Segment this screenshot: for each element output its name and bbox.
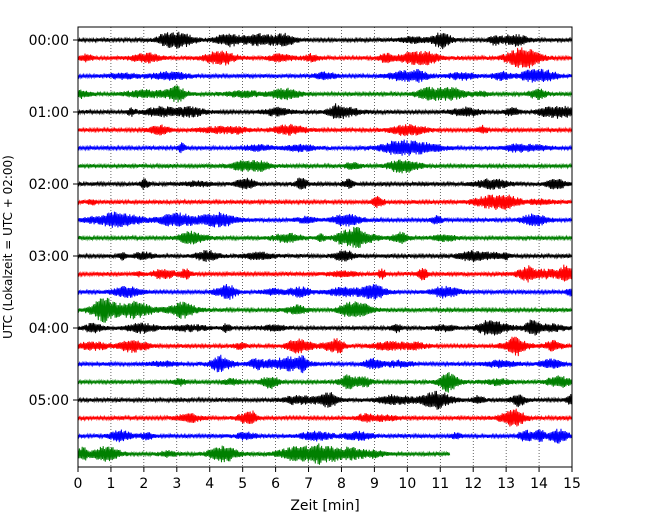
plot-frame — [77, 26, 573, 468]
y-axis-ticks: 00:00 01:00 02:00 03:00 04:00 05:00 — [29, 33, 78, 409]
trace-0130 — [77, 139, 572, 156]
x-tick-label: 12 — [464, 476, 482, 492]
trace-0100 — [77, 103, 572, 120]
y-tick-label: 02:00 — [29, 177, 69, 193]
trace-0200 — [77, 177, 572, 190]
trace-0115 — [77, 123, 572, 137]
trace-0430 — [77, 354, 572, 374]
x-tick-label: 11 — [431, 476, 449, 492]
x-tick-label: 6 — [271, 476, 280, 492]
y-tick-label: 05:00 — [29, 393, 69, 409]
y-tick-label: 04:00 — [29, 321, 69, 337]
seismic-traces — [77, 31, 572, 465]
x-tick-label: 7 — [304, 476, 313, 492]
x-axis-label: Zeit [min] — [290, 498, 359, 514]
x-tick-label: 15 — [563, 476, 581, 492]
trace-0045 — [77, 85, 572, 103]
trace-0215 — [77, 194, 572, 211]
x-tick-label: 2 — [139, 476, 148, 492]
trace-0300 — [77, 249, 572, 263]
x-tick-label: 13 — [497, 476, 515, 492]
trace-0230 — [77, 211, 572, 228]
trace-0415 — [77, 336, 572, 357]
trace-0530 — [77, 428, 572, 444]
grid-lines — [110, 27, 540, 467]
x-axis-ticks: 0 1 2 3 4 5 6 7 8 9 10 11 12 13 14 15 — [74, 467, 581, 492]
x-tick-label: 10 — [398, 476, 416, 492]
x-tick-label: 8 — [337, 476, 346, 492]
trace-0245 — [77, 226, 572, 249]
x-tick-label: 3 — [172, 476, 181, 492]
y-tick-label: 00:00 — [29, 33, 69, 49]
trace-0145 — [77, 159, 572, 174]
y-axis-label: UTC (Lokalzeit = UTC + 02:00) — [1, 155, 15, 339]
x-tick-label: 14 — [530, 476, 548, 492]
trace-0545 — [77, 443, 451, 465]
trace-0015 — [77, 47, 572, 69]
trace-0030 — [77, 68, 572, 83]
trace-0400 — [77, 319, 572, 336]
y-tick-label: 01:00 — [29, 105, 69, 121]
trace-0330 — [77, 283, 572, 300]
x-tick-label: 0 — [74, 476, 83, 492]
trace-0515 — [77, 408, 572, 427]
trace-0000 — [77, 31, 572, 50]
x-tick-label: 1 — [106, 476, 115, 492]
trace-0345 — [77, 297, 572, 323]
trace-0315 — [77, 264, 572, 283]
trace-0500 — [77, 390, 572, 410]
y-tick-label: 03:00 — [29, 249, 69, 265]
x-tick-label: 4 — [205, 476, 214, 492]
x-tick-label: 9 — [370, 476, 379, 492]
trace-0445 — [77, 372, 572, 393]
x-tick-label: 5 — [238, 476, 247, 492]
